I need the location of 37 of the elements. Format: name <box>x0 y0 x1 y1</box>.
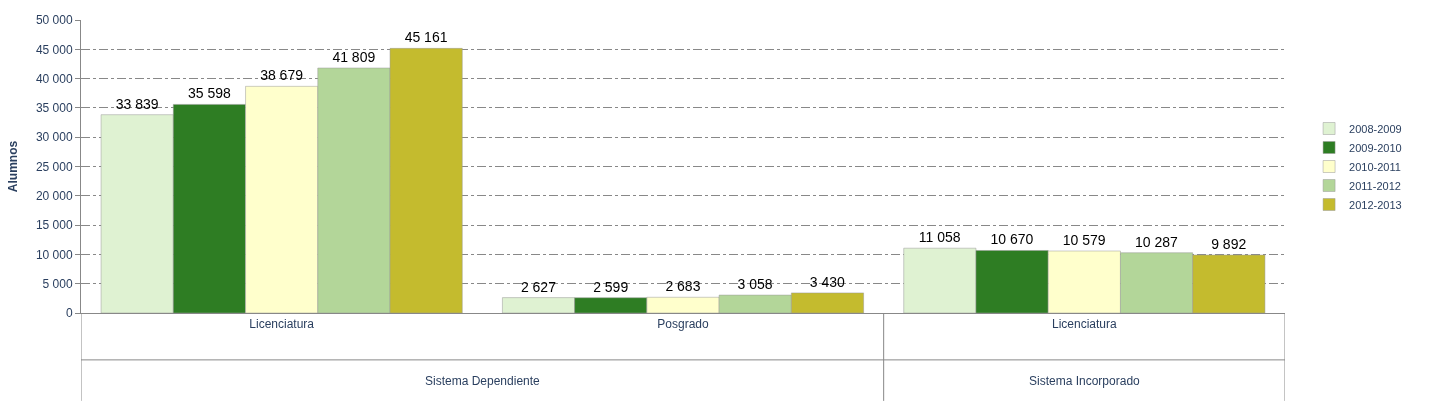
y-axis-title: Alumnos <box>6 140 21 193</box>
legend-label: 2012-2013 <box>1349 198 1402 211</box>
legend-label: 2010-2011 <box>1349 160 1401 173</box>
x-tick-label: Licenciatura <box>1051 317 1117 332</box>
data-label: 2 627 <box>520 278 557 295</box>
data-label: 10 579 <box>1062 232 1106 249</box>
data-label: 3 058 <box>737 276 773 293</box>
legend-label: 2009-2010 <box>1349 141 1402 154</box>
text: Sistema Dependiente <box>425 374 541 388</box>
y-tick-label: 10 000 <box>35 247 73 262</box>
y-tick-label: 15 000 <box>35 218 73 233</box>
y-tick-label: 0 <box>65 306 73 321</box>
data-label: 3 430 <box>809 273 846 290</box>
data-label: 45 161 <box>404 29 448 46</box>
data-label: 41 809 <box>332 49 376 65</box>
x-tick-label: Licenciatura <box>249 317 315 332</box>
data-label: 2 683 <box>665 278 701 295</box>
text: Sistema Incorporado <box>1029 374 1141 388</box>
data-label: 10 287 <box>1135 233 1179 250</box>
y-tick-label: 40 000 <box>35 71 73 86</box>
y-tick-label: 20 000 <box>35 189 73 203</box>
data-label: 11 058 <box>918 229 961 246</box>
y-tick-label: 5 000 <box>42 276 73 291</box>
data-label: 35 598 <box>187 85 231 102</box>
data-label: 33 839 <box>115 95 159 112</box>
legend-label: 2011-2012 <box>1349 179 1401 192</box>
legend-label: 2008-2009 <box>1349 122 1402 135</box>
data-label: 10 670 <box>990 231 1034 248</box>
y-tick-label: 50 000 <box>35 13 73 28</box>
y-tick-label: 25 000 <box>35 159 73 174</box>
data-label: 2 599 <box>593 278 629 295</box>
y-tick-label: 35 000 <box>35 101 73 116</box>
y-tick-label: 45 000 <box>35 42 73 57</box>
y-tick-label: 30 000 <box>35 130 73 145</box>
data-label: 9 892 <box>1211 236 1247 253</box>
data-label: 38 679 <box>260 67 304 84</box>
x-tick-label: Posgrado <box>657 317 710 332</box>
